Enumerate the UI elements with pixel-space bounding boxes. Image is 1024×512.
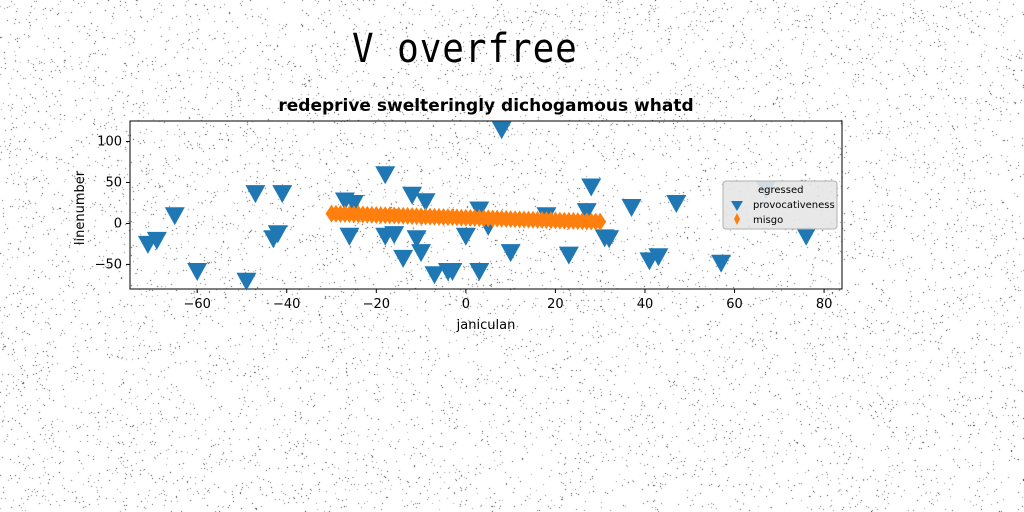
- y-tick-label: 50: [105, 175, 122, 190]
- chart-title: redeprive swelteringly dichogamous whatd: [278, 96, 693, 116]
- point-provocativeness: [576, 203, 597, 222]
- x-tick-label: −40: [273, 297, 300, 312]
- x-tick-label: 60: [726, 297, 743, 312]
- legend-label-provocativeness: provocativeness: [753, 200, 835, 211]
- series-misgo: [325, 204, 607, 231]
- point-provocativeness: [343, 194, 364, 213]
- y-tick-label: 0: [114, 216, 122, 231]
- legend-box: [722, 180, 838, 230]
- x-tick-label: 40: [637, 297, 654, 312]
- y-axis: −50 0 50 100: [95, 134, 130, 272]
- point-provocativeness: [339, 227, 360, 246]
- point-provocativeness: [415, 193, 436, 212]
- point-provocativeness: [411, 244, 432, 263]
- x-axis: −60 −40 −20 0 20 40 60 80: [183, 289, 832, 312]
- point-provocativeness: [272, 185, 293, 204]
- point-provocativeness: [384, 226, 405, 245]
- x-tick-label: 0: [462, 297, 470, 312]
- point-provocativeness: [469, 262, 490, 281]
- y-tick-label: −50: [95, 257, 122, 272]
- point-provocativeness: [455, 227, 476, 246]
- page-title: V overfree: [352, 26, 578, 72]
- legend: egressed provocativeness misgo: [722, 180, 838, 230]
- point-provocativeness: [187, 262, 208, 281]
- point-provocativeness: [558, 246, 579, 265]
- point-provocativeness: [648, 248, 669, 267]
- point-provocativeness: [621, 199, 642, 218]
- point-provocativeness: [375, 166, 396, 185]
- point-provocativeness: [666, 194, 687, 213]
- point-provocativeness: [796, 227, 817, 246]
- point-provocativeness: [500, 244, 521, 263]
- point-provocativeness: [442, 262, 463, 281]
- x-tick-label: −20: [363, 297, 390, 312]
- point-provocativeness: [267, 225, 288, 244]
- point-misgo: [594, 212, 607, 231]
- series-provocativeness: [137, 121, 817, 291]
- point-provocativeness: [393, 249, 414, 268]
- plot-frame: [129, 120, 843, 290]
- legend-label-misgo: misgo: [753, 215, 783, 226]
- point-provocativeness: [406, 230, 427, 249]
- y-tick-label: 100: [97, 134, 122, 149]
- point-provocativeness: [581, 178, 602, 197]
- point-provocativeness: [491, 121, 512, 140]
- point-provocativeness: [711, 254, 732, 273]
- legend-marker-misgo: [734, 213, 740, 225]
- point-provocativeness: [424, 266, 445, 285]
- point-provocativeness: [245, 185, 266, 204]
- point-provocativeness: [402, 186, 423, 205]
- point-provocativeness: [146, 231, 167, 250]
- x-axis-label: janiculan: [456, 318, 516, 333]
- point-provocativeness: [164, 207, 185, 226]
- legend-title: egressed: [758, 185, 803, 196]
- x-tick-label: −60: [183, 297, 210, 312]
- y-axis-label: linenumber: [73, 170, 88, 245]
- point-provocativeness: [236, 272, 257, 291]
- legend-marker-provocativeness: [731, 201, 743, 211]
- x-tick-label: 80: [816, 297, 833, 312]
- x-tick-label: 20: [547, 297, 564, 312]
- point-provocativeness: [599, 230, 620, 249]
